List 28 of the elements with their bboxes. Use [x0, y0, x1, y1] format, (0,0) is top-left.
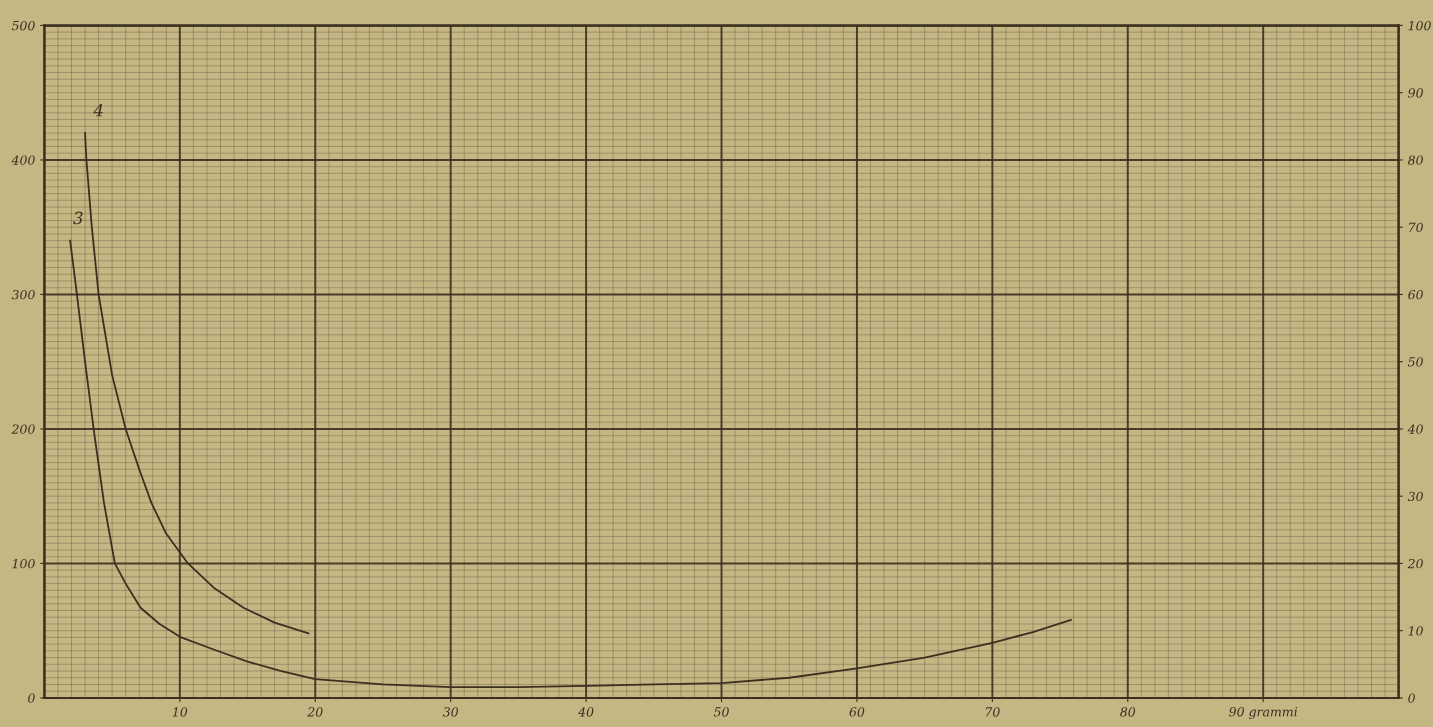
x-tick-label: 40: [578, 707, 594, 717]
y2-tick-label: 30: [1407, 491, 1423, 502]
x-tick-label: 80: [1120, 707, 1136, 717]
series-label: 4: [93, 104, 103, 117]
x-tick-label: 70: [985, 707, 1000, 717]
x-tick-label: 30: [442, 707, 458, 717]
x-tick-label: 90 grammi: [1229, 706, 1298, 720]
y2-tick-label: 100: [1408, 20, 1431, 31]
y-tick-label: 200: [11, 424, 35, 434]
y-tick-label: 0: [28, 693, 35, 703]
y-tick-label: 500: [11, 20, 35, 31]
y2-tick-label: 90: [1408, 88, 1423, 98]
series-label: 3: [73, 211, 83, 225]
y2-tick-label: 50: [1407, 357, 1423, 367]
x-tick-label: 50: [713, 707, 729, 717]
y-tick-label: 300: [11, 289, 35, 300]
y2-tick-label: 40: [1407, 424, 1423, 434]
y2-tick-label: 10: [1408, 626, 1423, 636]
y2-tick-label: 70: [1409, 222, 1423, 233]
y2-tick-label: 20: [1407, 558, 1423, 569]
y-tick-label: 100: [12, 558, 35, 569]
x-tick-label: 20: [307, 707, 323, 717]
x-tick-label: 60: [849, 707, 865, 717]
y2-tick-label: 80: [1408, 155, 1423, 165]
y-tick-label: 400: [11, 155, 35, 165]
x-tick-label: 10: [172, 707, 188, 717]
y2-tick-label: 60: [1408, 289, 1423, 300]
y2-tick-label: 0: [1408, 693, 1415, 703]
